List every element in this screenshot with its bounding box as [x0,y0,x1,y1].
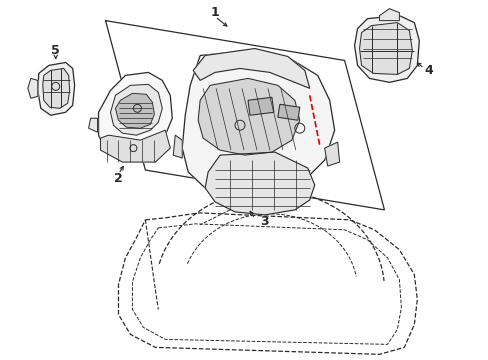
Text: 1: 1 [210,6,219,19]
Polygon shape [198,78,299,155]
Polygon shape [99,72,172,160]
Polygon shape [182,50,334,195]
Polygon shape [379,9,399,21]
Polygon shape [277,104,299,120]
Polygon shape [38,62,75,115]
Polygon shape [205,152,314,215]
Polygon shape [42,68,69,108]
Polygon shape [115,93,154,128]
Polygon shape [28,78,38,98]
Polygon shape [101,130,170,162]
Polygon shape [193,49,309,88]
Polygon shape [247,97,273,115]
Polygon shape [173,135,182,158]
Text: 2: 2 [114,171,122,185]
Polygon shape [110,84,162,135]
Text: 4: 4 [424,64,433,77]
Polygon shape [88,118,98,132]
Polygon shape [359,23,411,75]
Polygon shape [105,21,384,210]
Polygon shape [354,15,419,82]
Polygon shape [324,142,339,166]
Text: 3: 3 [260,215,269,228]
Text: 5: 5 [51,44,60,57]
